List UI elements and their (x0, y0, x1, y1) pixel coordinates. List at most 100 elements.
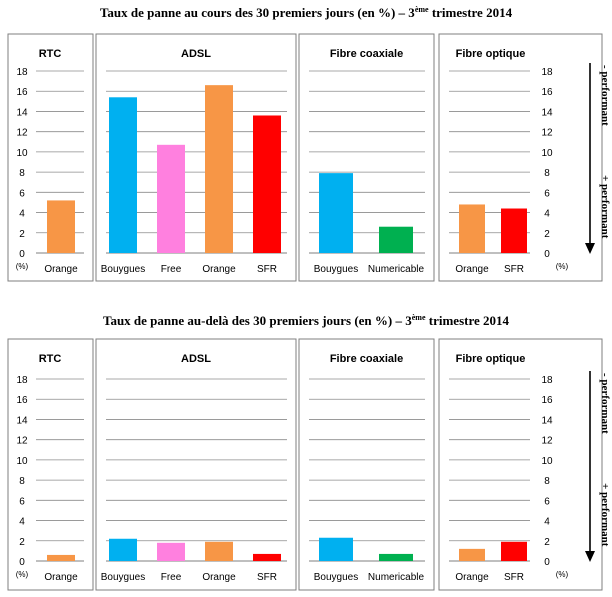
y-tick-label: 4 (19, 517, 25, 528)
bar (379, 553, 413, 561)
y-tick-label: 0 (19, 249, 25, 260)
bar (157, 144, 185, 253)
category-label: Orange (202, 264, 236, 275)
y-tick-label-right: 14 (541, 107, 553, 118)
panel-title: RTC (39, 353, 62, 365)
y-tick-label: 14 (16, 415, 28, 426)
category-label: Orange (44, 264, 78, 275)
y-unit-label-right: (%) (556, 262, 569, 271)
y-tick-label: 12 (16, 128, 28, 139)
bar (109, 97, 137, 254)
y-tick-label: 8 (19, 476, 25, 487)
panel-title: Fibre optique (456, 48, 526, 60)
y-tick-label-right: 12 (541, 128, 553, 139)
panel-title: ADSL (181, 48, 211, 60)
y-tick-label-right: 12 (541, 436, 553, 447)
category-label: Orange (455, 264, 489, 275)
chart-2: Taux de panne au-delà des 30 premiers jo… (7, 313, 611, 591)
y-tick-label-right: 0 (544, 557, 550, 568)
category-label: Orange (202, 572, 236, 583)
bar (47, 200, 75, 253)
panel-title: Fibre coaxiale (330, 353, 403, 365)
category-label: Numericable (368, 572, 425, 583)
bar (109, 538, 137, 561)
bar (205, 541, 233, 561)
category-label: Bouygues (314, 572, 358, 583)
y-tick-label-right: 0 (544, 249, 550, 260)
bar (157, 542, 185, 561)
category-label: SFR (504, 572, 524, 583)
y-tick-label: 2 (19, 229, 25, 240)
bar (459, 204, 485, 253)
side-label-less-performant: - performant (599, 373, 611, 434)
y-tick-label: 2 (19, 537, 25, 548)
y-tick-label-right: 8 (544, 476, 550, 487)
panel-frame (298, 33, 435, 282)
category-label: SFR (257, 264, 277, 275)
panel-frame (7, 338, 94, 591)
chart-title-main: Taux de panne au-delà des 30 premiers jo… (103, 313, 412, 328)
panel-title: ADSL (181, 353, 211, 365)
bar (205, 85, 233, 254)
y-tick-label: 6 (19, 188, 25, 199)
y-tick-label-right: 10 (541, 456, 553, 467)
category-label: Bouygues (314, 264, 358, 275)
y-unit-label-right: (%) (556, 570, 569, 579)
chart-title: Taux de panne au-delà des 30 premiers jo… (103, 313, 510, 328)
category-label: SFR (257, 572, 277, 583)
panel-frame (438, 338, 603, 591)
bar (379, 226, 413, 253)
bar (253, 553, 281, 561)
panel-frame (95, 338, 297, 591)
chart-title: Taux de panne au cours des 30 premiers j… (100, 5, 513, 20)
chart-title-end: trimestre 2014 (429, 5, 513, 20)
y-tick-label-right: 2 (544, 229, 550, 240)
side-label-less-performant: - performant (599, 65, 611, 126)
panel-frame (298, 338, 435, 591)
y-tick-label: 8 (19, 168, 25, 179)
y-tick-label: 16 (16, 395, 28, 406)
category-label: Orange (44, 572, 78, 583)
performance-arrow-head (585, 551, 595, 562)
panel-title: RTC (39, 48, 62, 60)
y-tick-label-right: 4 (544, 517, 550, 528)
category-label: Orange (455, 572, 489, 583)
y-tick-label-right: 2 (544, 537, 550, 548)
chart-title-main: Taux de panne au cours des 30 premiers j… (100, 5, 415, 20)
side-label-more-performant: + performant (599, 483, 611, 547)
y-tick-label: 14 (16, 107, 28, 118)
category-label: Bouygues (101, 264, 145, 275)
panel-title: Fibre coaxiale (330, 48, 403, 60)
panel-frame (7, 33, 94, 282)
category-label: Free (161, 572, 182, 583)
y-tick-label: 18 (16, 67, 28, 78)
category-label: Bouygues (101, 572, 145, 583)
category-label: Free (161, 264, 182, 275)
y-tick-label: 10 (16, 456, 28, 467)
y-unit-label: (%) (16, 262, 29, 271)
bar (253, 115, 281, 253)
bar (501, 208, 527, 253)
y-tick-label-right: 10 (541, 148, 553, 159)
y-tick-label: 12 (16, 436, 28, 447)
bar (501, 541, 527, 561)
chart-title-end: trimestre 2014 (426, 313, 510, 328)
performance-arrow-head (585, 243, 595, 254)
category-label: SFR (504, 264, 524, 275)
bar (319, 537, 353, 561)
chart-title-superscript: ème (415, 5, 429, 14)
side-label-more-performant: + performant (599, 175, 611, 239)
y-tick-label-right: 6 (544, 188, 550, 199)
bar (459, 548, 485, 561)
y-tick-label: 18 (16, 375, 28, 386)
y-tick-label-right: 14 (541, 415, 553, 426)
y-tick-label-right: 18 (541, 67, 553, 78)
y-tick-label-right: 6 (544, 496, 550, 507)
bar (47, 554, 75, 561)
panel-frame (438, 33, 603, 282)
panel-title: Fibre optique (456, 353, 526, 365)
chart-title-superscript: ème (412, 313, 426, 322)
panel-frame (95, 33, 297, 282)
y-tick-label-right: 18 (541, 375, 553, 386)
